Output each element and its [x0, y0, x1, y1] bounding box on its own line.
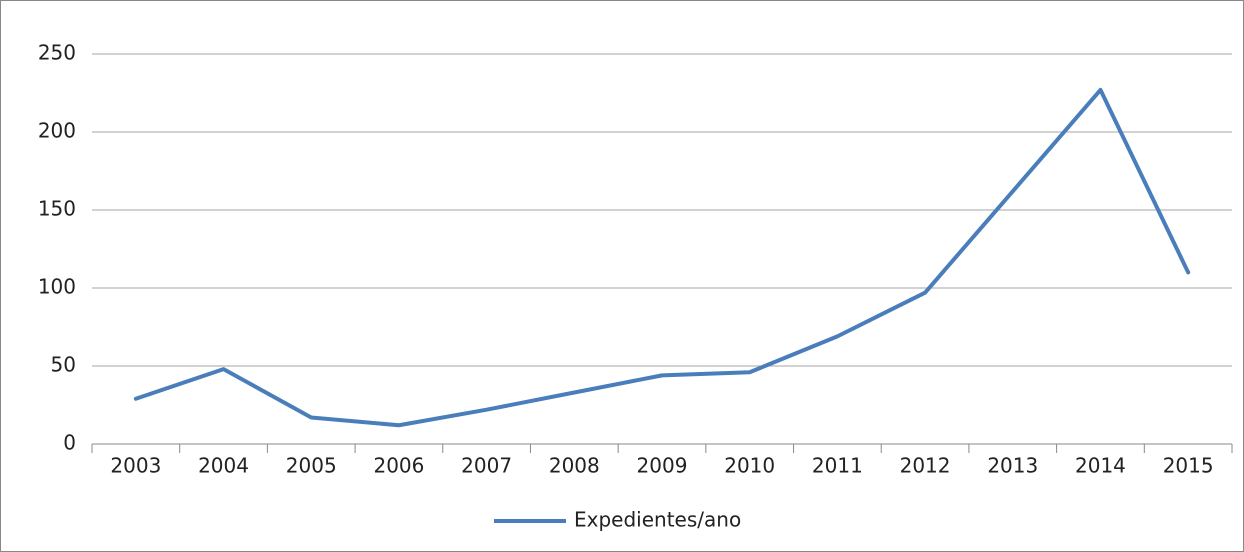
- y-tick-label: 50: [51, 353, 76, 377]
- x-tick-label: 2012: [900, 454, 951, 478]
- y-tick-label: 200: [38, 119, 76, 143]
- legend-label: Expedientes/ano: [574, 508, 741, 532]
- y-tick-label: 250: [38, 41, 76, 65]
- x-tick-label: 2013: [987, 454, 1038, 478]
- x-tick-label: 2010: [724, 454, 775, 478]
- x-tick-label: 2014: [1075, 454, 1126, 478]
- x-tick-label: 2015: [1163, 454, 1214, 478]
- x-tick-label: 2006: [373, 454, 424, 478]
- y-tick-label: 0: [63, 431, 76, 455]
- x-tick-label: 2003: [110, 454, 161, 478]
- y-tick-label: 150: [38, 197, 76, 221]
- x-tick-label: 2011: [812, 454, 863, 478]
- x-tick-label: 2007: [461, 454, 512, 478]
- x-tick-label: 2008: [549, 454, 600, 478]
- x-tick-label: 2009: [637, 454, 688, 478]
- x-tick-label: 2005: [286, 454, 337, 478]
- series-line: [133, 87, 1191, 428]
- x-tick-label: 2004: [198, 454, 249, 478]
- y-tick-label: 100: [38, 275, 76, 299]
